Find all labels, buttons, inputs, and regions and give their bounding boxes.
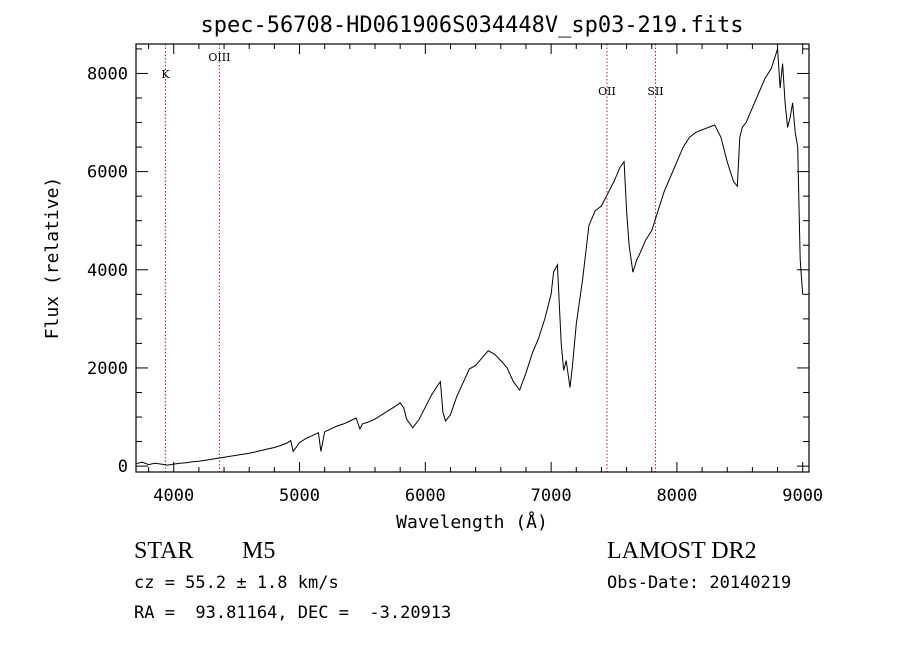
y-tick-label: 8000	[87, 64, 128, 84]
y-tick-label: 2000	[87, 359, 128, 379]
y-tick-label: 4000	[87, 261, 128, 281]
coordinates: RA = 93.81164, DEC = -3.20913	[134, 603, 452, 623]
redshift-value: cz = 55.2 ± 1.8 km/s	[134, 573, 339, 593]
observation-date: Obs-Date: 20140219	[607, 573, 792, 593]
y-tick-label: 0	[118, 457, 128, 477]
x-axis-ticks: 4000 5000 6000 7000 8000 9000	[148, 44, 823, 506]
line-label-k: K	[161, 68, 170, 81]
emission-line-markers: K OIII OII SII	[161, 44, 664, 472]
x-tick-label: 5000	[279, 486, 320, 506]
y-axis-ticks: 0 2000 4000 6000 8000	[87, 48, 809, 477]
survey-name: LAMOST DR2	[607, 538, 757, 564]
object-class: STAR	[134, 538, 194, 564]
x-tick-label: 7000	[531, 486, 572, 506]
line-label-oii: OII	[598, 85, 616, 98]
line-label-sii: SII	[647, 85, 663, 98]
line-label-oiii: OIII	[208, 51, 230, 64]
y-axis-label: Flux (relative)	[42, 177, 63, 340]
plot-frame	[135, 43, 810, 473]
spectrum-line	[135, 48, 804, 466]
x-tick-label: 9000	[782, 486, 823, 506]
y-tick-label: 6000	[87, 163, 128, 183]
chart-title: spec-56708-HD061906S034448V_sp03-219.fit…	[200, 13, 743, 38]
spectral-subclass: M5	[242, 538, 276, 564]
x-axis-label: Wavelength (Å)	[396, 511, 548, 533]
x-tick-label: 8000	[656, 486, 697, 506]
x-tick-label: 4000	[153, 486, 194, 506]
x-tick-label: 6000	[405, 486, 446, 506]
